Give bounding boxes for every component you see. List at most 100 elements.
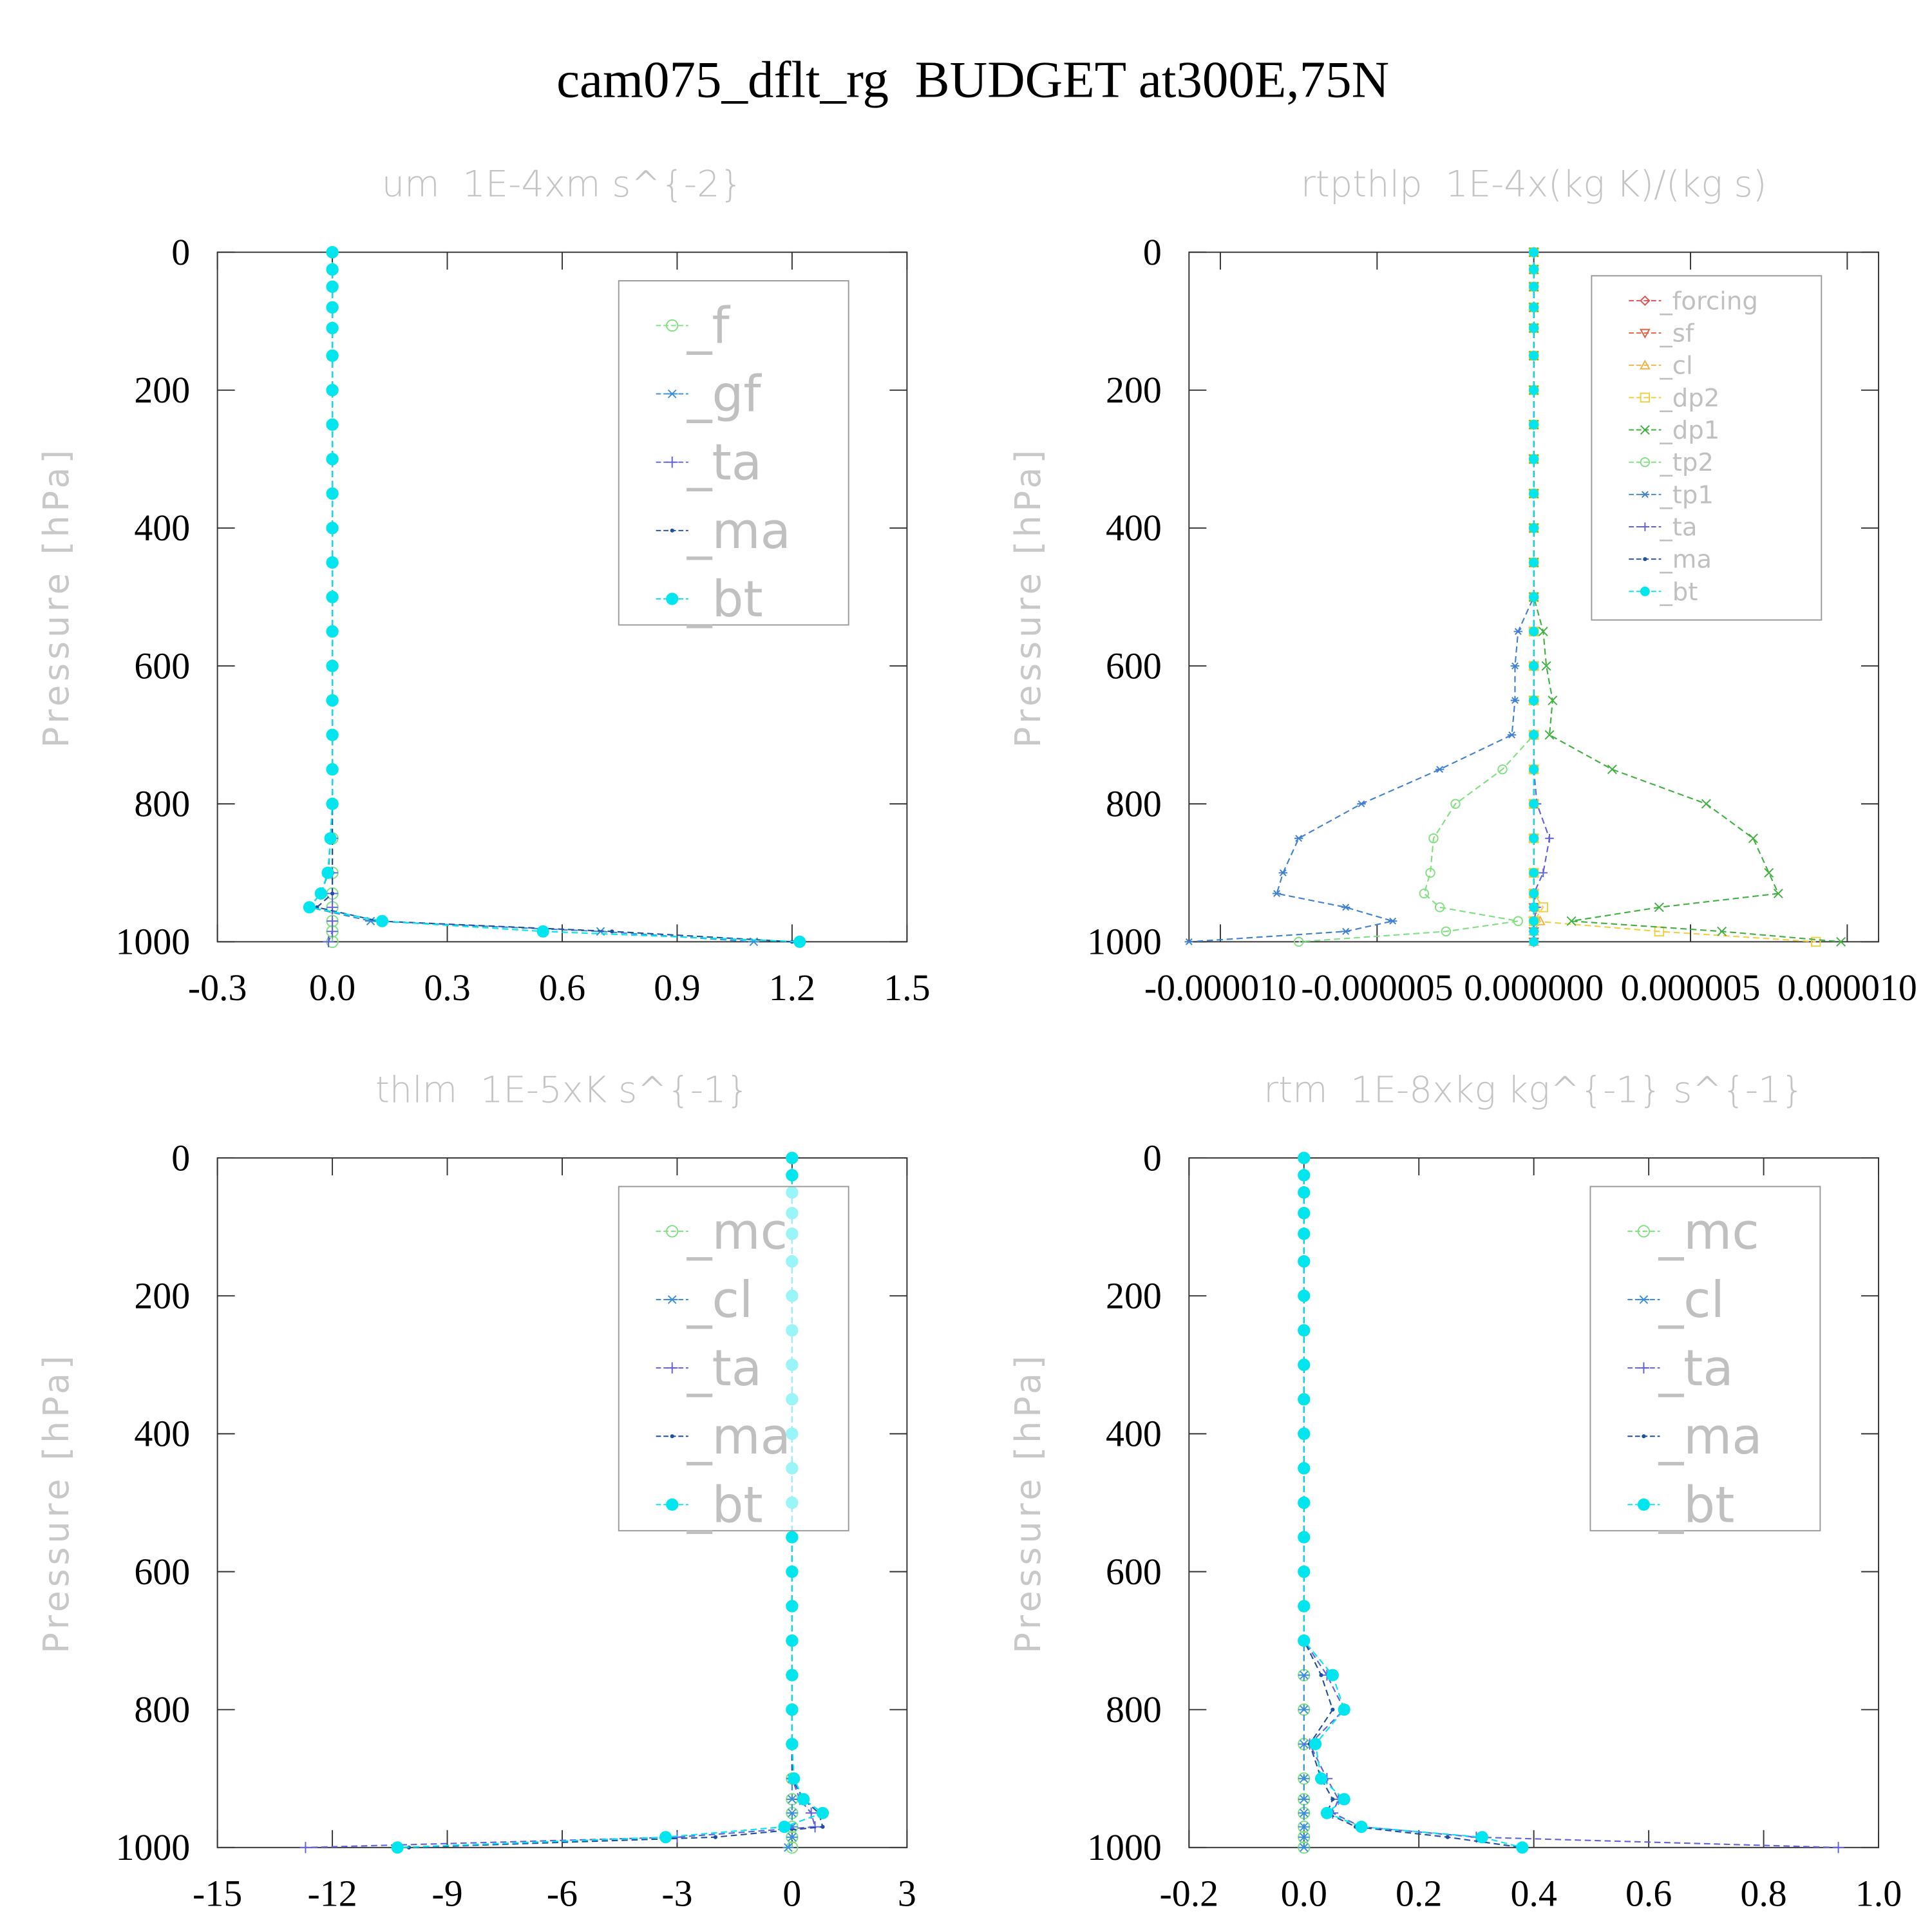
legend-label: _bt (687, 1476, 763, 1534)
data-point (1529, 323, 1539, 333)
data-point (1548, 696, 1558, 706)
data-point (1529, 419, 1539, 430)
legend-marker (1642, 1434, 1646, 1439)
data-point (610, 929, 614, 934)
legend-marker (1637, 1225, 1651, 1238)
data-point (327, 925, 338, 937)
data-point (1298, 1774, 1310, 1783)
panel: um 1E-4xm s^{-2} Pressure [hPa] 0 200 400 600… (36, 164, 930, 1009)
legend-label: _ta (1658, 1340, 1734, 1397)
y-axis-label: Pressure [hPa] (1008, 446, 1048, 748)
data-point (1541, 661, 1551, 671)
x-tick-label: -3 (661, 1872, 692, 1914)
y-axis-label: Pressure [hPa] (1008, 1352, 1048, 1653)
legend-marker (670, 528, 674, 533)
legend-label: _mc (1658, 1203, 1759, 1261)
x-tick-label: 0.4 (1511, 1872, 1557, 1914)
data-point (1357, 800, 1366, 808)
data-point (1331, 1797, 1335, 1801)
x-tick-label: -0.2 (1160, 1872, 1219, 1914)
data-point (1184, 938, 1194, 945)
x-tick-label: 0.000010 (1777, 967, 1917, 1009)
series-line (1298, 252, 1535, 943)
data-point (1539, 868, 1548, 878)
data-point (326, 384, 339, 397)
data-point (1607, 764, 1617, 775)
data-point (299, 1842, 312, 1853)
data-point (330, 891, 335, 896)
data-point (1529, 302, 1539, 312)
data-point (671, 1832, 683, 1843)
legend-marker (667, 457, 678, 468)
data-point (326, 321, 339, 334)
legend-marker (1639, 359, 1651, 370)
data-point (1331, 1707, 1335, 1712)
x-tick-label: 0.3 (424, 967, 470, 1009)
data-point (1773, 888, 1783, 898)
panel: rtpthlp 1E-4x(kg K)/(kg s) Pressure [hPa]… (1008, 164, 1917, 1009)
data-point (1529, 264, 1539, 274)
y-tick-label: 1000 (115, 921, 190, 963)
data-point (326, 625, 339, 638)
data-point (1298, 1822, 1310, 1832)
data-point (326, 522, 339, 535)
legend-label: _cl (687, 1271, 753, 1329)
data-point (1293, 936, 1304, 947)
y-tick-label: 0 (171, 231, 190, 273)
y-tick-label: 200 (1106, 1275, 1162, 1317)
x-tick-label: 1.5 (884, 967, 930, 1009)
data-point (793, 935, 806, 948)
legend-marker (670, 1434, 674, 1439)
y-tick-label: 600 (1106, 1551, 1162, 1593)
y-tick-label: 0 (1143, 1137, 1162, 1179)
x-tick-label: 0.000000 (1464, 967, 1604, 1009)
x-tick-label: 3 (898, 1872, 916, 1914)
panel-title: thlm 1E-5xK s^{-1} (375, 1069, 749, 1111)
data-point (786, 1600, 799, 1613)
data-point (1319, 1673, 1323, 1678)
data-point (788, 1772, 800, 1785)
y-tick-label: 1000 (1087, 921, 1162, 963)
data-point (1529, 833, 1539, 844)
legend-marker (1638, 1362, 1650, 1374)
panel-title: um 1E-4xm s^{-2} (382, 164, 743, 205)
legend-marker (666, 1498, 679, 1511)
data-point (1298, 1795, 1310, 1804)
data-point (327, 915, 338, 927)
data-point (782, 1843, 794, 1852)
y-tick-label: 0 (171, 1137, 190, 1179)
data-point (1529, 902, 1539, 913)
x-tick-label: 0.6 (1625, 1872, 1672, 1914)
x-tick-label: 0.2 (1396, 1872, 1442, 1914)
legend-marker (1638, 1295, 1650, 1304)
data-point (1341, 927, 1350, 935)
legend-label: _ma (687, 502, 791, 560)
data-point (1441, 926, 1452, 937)
legend-label: _ma (1658, 1408, 1763, 1466)
data-point (326, 659, 339, 672)
data-point (1529, 730, 1539, 740)
y-tick-label: 400 (134, 1413, 190, 1455)
panel-title: rtm 1E-8xkg kg^{-1} s^{-1} (1264, 1069, 1804, 1111)
data-point (1445, 1835, 1450, 1839)
legend-marker (1640, 295, 1651, 306)
data-point (1298, 1565, 1311, 1578)
data-point (1545, 834, 1554, 843)
data-point (1425, 867, 1435, 878)
data-point (326, 763, 339, 776)
data-point (1388, 917, 1397, 925)
data-point (1529, 454, 1539, 464)
data-point (326, 246, 339, 259)
data-point (1338, 1703, 1350, 1716)
data-point (1294, 835, 1303, 842)
y-tick-label: 200 (134, 369, 190, 411)
data-point (1538, 627, 1548, 636)
data-point (816, 1806, 829, 1819)
legend-label: _ta (687, 1340, 762, 1397)
data-point (1419, 888, 1430, 899)
data-point (1529, 281, 1539, 292)
legend-marker (666, 592, 679, 605)
data-point (1529, 488, 1539, 498)
data-point (326, 797, 339, 810)
